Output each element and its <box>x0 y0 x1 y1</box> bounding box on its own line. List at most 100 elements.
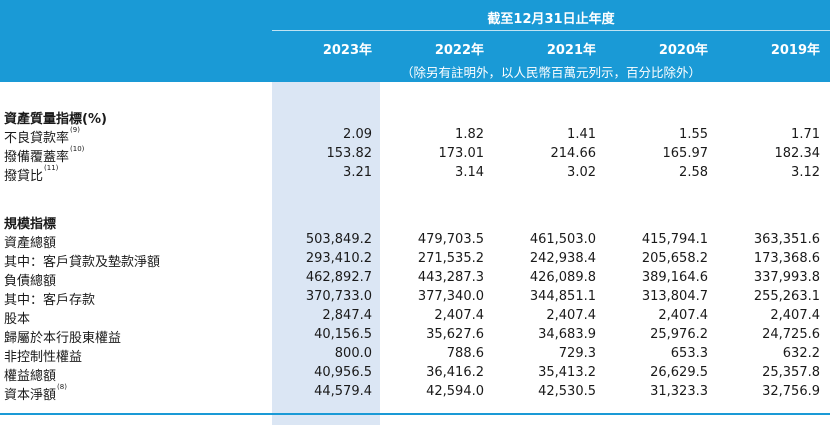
value-2021: 214.66 <box>550 146 597 161</box>
footnote-marker: (11) <box>44 164 59 172</box>
year-2022: 2022年 <box>434 43 484 58</box>
value-2020: 415,794.1 <box>641 232 708 247</box>
year-2021: 2021年 <box>546 43 596 58</box>
value-2022: 788.6 <box>446 346 484 361</box>
value-2019: 182.34 <box>774 146 821 161</box>
row-label: 非控制性權益 <box>4 350 83 365</box>
value-2021: 3.02 <box>567 165 596 180</box>
value-2022: 173.01 <box>438 146 485 161</box>
value-2023: 2,847.4 <box>322 308 372 323</box>
value-2020: 313,804.7 <box>641 289 708 304</box>
value-2023: 2.09 <box>343 127 372 142</box>
section-heading-asset-quality: 資產質量指標(%) <box>0 108 830 127</box>
value-2021: 2,407.4 <box>546 308 596 323</box>
value-2020: 205,658.2 <box>641 251 708 266</box>
footnote-marker: (10) <box>70 145 85 153</box>
value-2020: 25,976.2 <box>650 327 708 342</box>
row-label: 權益總額 <box>4 369 57 384</box>
value-2019: 3.12 <box>791 165 820 180</box>
value-2020: 31,323.3 <box>650 384 708 399</box>
value-2019: 173,368.6 <box>753 251 820 266</box>
table-row: 權益總額 40,956.5 36,416.2 35,413.2 26,629.5… <box>0 365 830 384</box>
value-2020: 2,407.4 <box>658 308 708 323</box>
value-2020: 2.58 <box>679 165 708 180</box>
section-heading-scale: 規模指標 <box>0 213 830 232</box>
units-note: （除另有註明外，以人民幣百萬元列示，百分比除外） <box>400 65 701 80</box>
value-2023: 40,156.5 <box>314 327 372 342</box>
year-2019: 2019年 <box>770 43 820 58</box>
table-row: 不良貸款率(9) 2.09 1.82 1.41 1.55 1.71 <box>0 126 830 146</box>
table-row: 資本淨額(8) 44,579.4 42,594.0 42,530.5 31,32… <box>0 383 830 403</box>
table-row: 撥備覆蓋率(10) 153.82 173.01 214.66 165.97 18… <box>0 145 830 165</box>
value-2021: 344,851.1 <box>529 289 596 304</box>
value-2019: 337,993.8 <box>753 270 820 285</box>
value-2022: 1.82 <box>455 127 484 142</box>
row-label: 歸屬於本行股東權益 <box>4 331 122 346</box>
table-row: 歸屬於本行股東權益 40,156.5 35,627.6 34,683.9 25,… <box>0 327 830 346</box>
value-2022: 377,340.0 <box>417 289 484 304</box>
value-2022: 42,594.0 <box>426 384 484 399</box>
value-2023: 503,849.2 <box>305 232 372 247</box>
value-2023: 370,733.0 <box>305 289 372 304</box>
row-label: 撥貸比 <box>4 169 44 184</box>
value-2019: 24,725.6 <box>762 327 820 342</box>
row-label: 其中：客戶貸款及墊款淨額 <box>4 255 161 270</box>
value-2023: 293,410.2 <box>305 251 372 266</box>
header-divider <box>272 30 830 31</box>
value-2021: 42,530.5 <box>538 384 596 399</box>
value-2021: 729.3 <box>558 346 596 361</box>
value-2020: 165.97 <box>662 146 709 161</box>
period-heading: 截至12月31日止年度 <box>487 12 615 27</box>
table-row: 其中：客戶貸款及墊款淨額 293,410.2 271,535.2 242,938… <box>0 251 830 270</box>
value-2021: 1.41 <box>567 127 596 142</box>
current-year-highlight <box>272 82 380 425</box>
value-2023: 40,956.5 <box>314 365 372 380</box>
value-2023: 44,579.4 <box>314 384 372 399</box>
section-title: 資產質量指標(%) <box>4 112 107 127</box>
table-header: 截至12月31日止年度 2023年 2022年 2021年 2020年 2019… <box>0 0 830 82</box>
value-2021: 34,683.9 <box>538 327 596 342</box>
row-label: 股本 <box>4 312 31 327</box>
row-label: 負債總額 <box>4 274 57 289</box>
value-2019: 363,351.6 <box>753 232 820 247</box>
value-2020: 26,629.5 <box>650 365 708 380</box>
value-2019: 1.71 <box>791 127 820 142</box>
value-2019: 632.2 <box>782 346 820 361</box>
year-2023: 2023年 <box>322 43 372 58</box>
section-title: 規模指標 <box>4 217 57 232</box>
value-2022: 479,703.5 <box>417 232 484 247</box>
value-2022: 271,535.2 <box>417 251 484 266</box>
value-2019: 255,263.1 <box>753 289 820 304</box>
table-row: 其中：客戶存款 370,733.0 377,340.0 344,851.1 31… <box>0 289 830 308</box>
value-2021: 426,089.8 <box>529 270 596 285</box>
value-2023: 153.82 <box>326 146 373 161</box>
value-2023: 3.21 <box>343 165 372 180</box>
row-label: 資產總額 <box>4 236 57 251</box>
value-2022: 443,287.3 <box>417 270 484 285</box>
row-label: 不良貸款率 <box>4 131 70 146</box>
value-2021: 35,413.2 <box>538 365 596 380</box>
value-2022: 36,416.2 <box>426 365 484 380</box>
value-2019: 32,756.9 <box>762 384 820 399</box>
value-2023: 800.0 <box>334 346 372 361</box>
value-2020: 389,164.6 <box>641 270 708 285</box>
row-label: 資本淨額 <box>4 388 57 403</box>
table-row: 負債總額 462,892.7 443,287.3 426,089.8 389,1… <box>0 270 830 289</box>
value-2023: 462,892.7 <box>305 270 372 285</box>
value-2019: 25,357.8 <box>762 365 820 380</box>
table-row: 股本 2,847.4 2,407.4 2,407.4 2,407.4 2,407… <box>0 308 830 327</box>
year-2020: 2020年 <box>658 43 708 58</box>
table-row: 非控制性權益 800.0 788.6 729.3 653.3 632.2 <box>0 346 830 365</box>
bottom-rule <box>0 413 830 415</box>
table-row: 資產總額 503,849.2 479,703.5 461,503.0 415,7… <box>0 232 830 251</box>
value-2020: 1.55 <box>679 127 708 142</box>
row-label: 其中：客戶存款 <box>4 293 96 308</box>
value-2021: 461,503.0 <box>529 232 596 247</box>
value-2022: 35,627.6 <box>426 327 484 342</box>
table-row: 撥貸比(11) 3.21 3.14 3.02 2.58 3.12 <box>0 164 830 184</box>
value-2020: 653.3 <box>670 346 708 361</box>
value-2022: 2,407.4 <box>434 308 484 323</box>
footnote-marker: (9) <box>70 126 80 134</box>
footnote-marker: (8) <box>57 383 67 391</box>
value-2022: 3.14 <box>455 165 484 180</box>
